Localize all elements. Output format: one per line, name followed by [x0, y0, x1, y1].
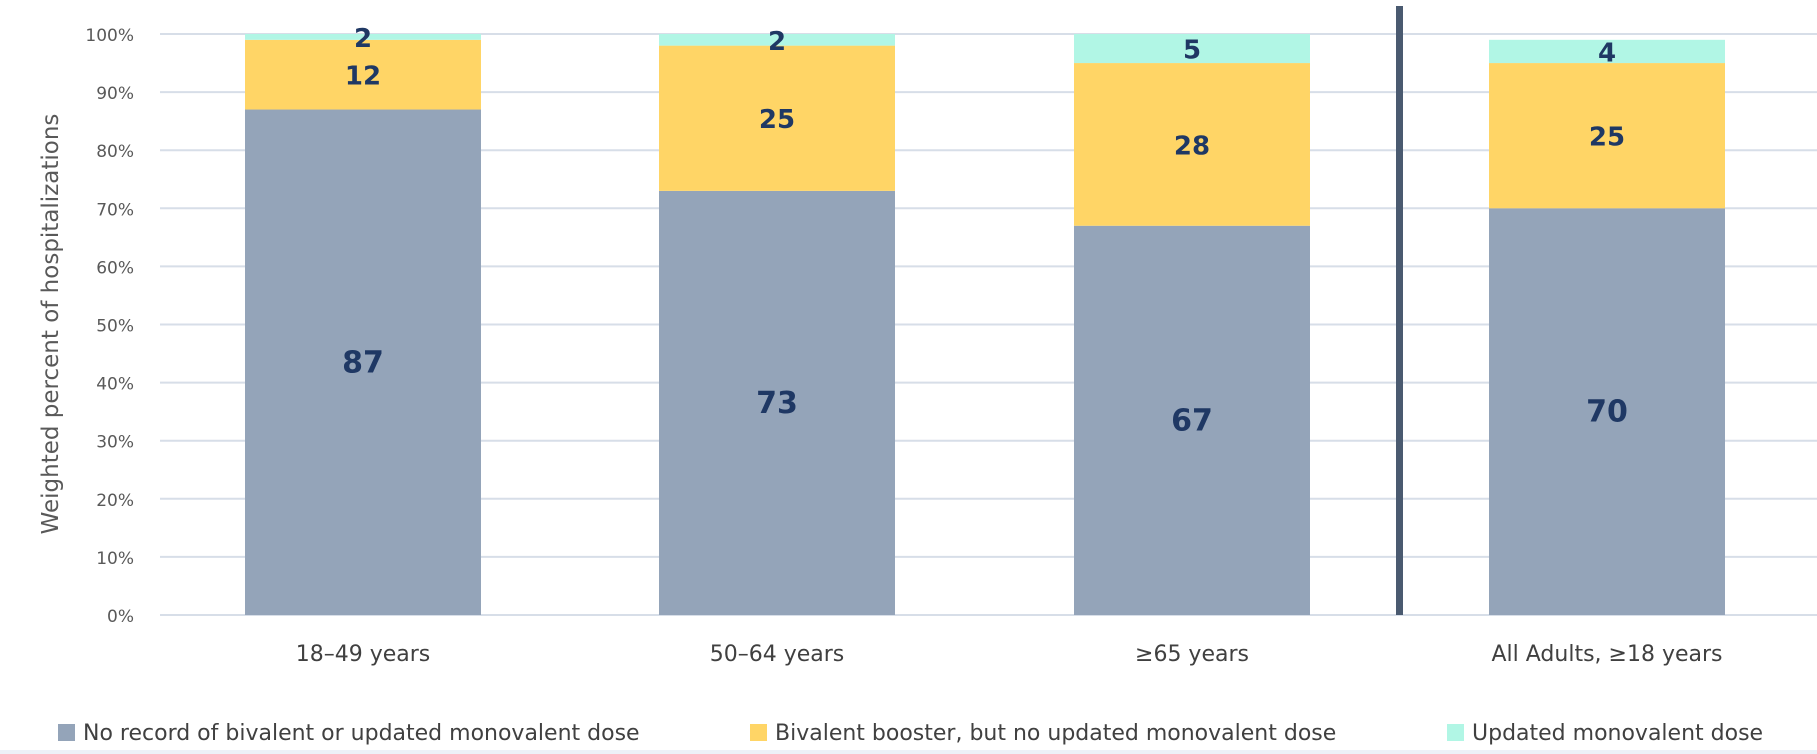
legend-label: No record of bivalent or updated monoval…: [83, 721, 640, 746]
data-label: 12: [345, 62, 381, 92]
bar-segment: [659, 190, 895, 615]
y-tick-label: 70%: [96, 200, 134, 220]
bar-segment: [1074, 225, 1310, 616]
bar-segment: [659, 34, 895, 46]
y-tick-label: 20%: [96, 491, 134, 511]
data-label: 87: [342, 345, 384, 380]
x-axis-ticks: 18–49 years 50–64 years ≥65 years All Adult…: [296, 642, 1723, 667]
legend-swatch: [750, 724, 767, 741]
y-axis-title: Weighted percent of hospitalizations: [38, 114, 64, 535]
bar-segment: [1489, 208, 1725, 616]
bar-segment: [245, 109, 481, 615]
legend-swatch: [58, 724, 75, 741]
bar-segment: [245, 39, 481, 110]
bar-segment: [1074, 63, 1310, 226]
x-tick-label: 50–64 years: [710, 642, 845, 667]
y-tick-label: 60%: [96, 258, 134, 278]
y-tick-label: 10%: [96, 549, 134, 569]
legend-label: Bivalent booster, but no updated monoval…: [775, 721, 1336, 746]
bar-segment: [245, 34, 481, 40]
x-tick-label: 18–49 years: [296, 642, 431, 667]
data-label: 4: [1598, 38, 1616, 68]
data-label: 28: [1174, 131, 1210, 161]
data-label: 2: [768, 27, 786, 57]
bar-segment: [1074, 34, 1310, 64]
bar-segment: [1489, 63, 1725, 209]
y-tick-label: 30%: [96, 433, 134, 453]
data-label: 2: [354, 24, 372, 54]
data-label: 25: [1589, 123, 1625, 153]
y-axis-ticks: 0% 10% 20% 30% 40% 50% 60% 70% 80% 90% 100%: [85, 26, 134, 627]
data-label: 70: [1586, 395, 1628, 430]
data-label: 25: [759, 105, 795, 135]
legend-swatch: [1447, 724, 1464, 741]
x-tick-label: All Adults, ≥18 years: [1492, 642, 1723, 667]
legend: No record of bivalent or updated monoval…: [58, 721, 1763, 746]
data-label: 67: [1171, 403, 1213, 438]
y-tick-label: 50%: [96, 317, 134, 337]
x-tick-label: ≥65 years: [1135, 642, 1249, 667]
y-tick-label: 0%: [107, 607, 134, 627]
data-label: 5: [1183, 36, 1201, 66]
bar-segment: [659, 45, 895, 191]
legend-label: Updated monovalent dose: [1472, 721, 1763, 746]
data-labels: 87 12 2 73 25 2 67 28 5 70 25 4: [342, 24, 1628, 438]
y-tick-label: 90%: [96, 84, 134, 104]
bars: [245, 34, 1725, 616]
y-tick-label: 80%: [96, 142, 134, 162]
y-tick-label: 40%: [96, 375, 134, 395]
bar-segment: [1489, 39, 1725, 64]
y-tick-label: 100%: [85, 26, 134, 46]
data-label: 73: [756, 386, 798, 421]
